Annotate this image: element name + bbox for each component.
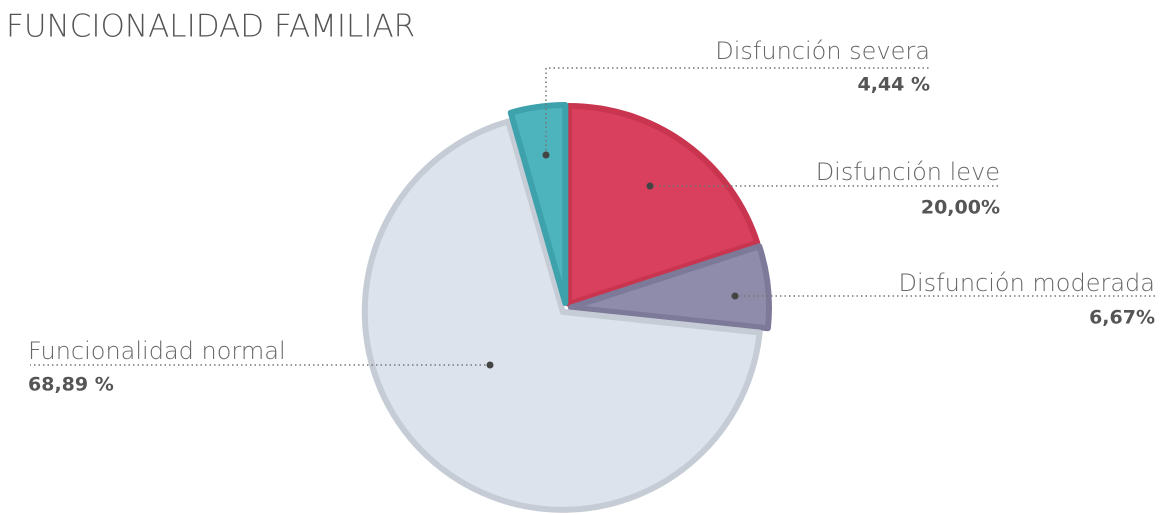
pie-slice	[361, 118, 763, 513]
leader-line	[545, 67, 930, 155]
chart-title: FUNCIONALIDAD FAMILIAR	[6, 9, 415, 45]
slice-value: 6,67%	[1089, 307, 1155, 329]
leader-dot	[486, 361, 494, 369]
leader-dot	[542, 151, 550, 159]
pie-slice	[565, 102, 761, 307]
slice-value: 20,00%	[921, 197, 1000, 219]
leader-dot	[646, 182, 654, 190]
pie-slice	[567, 243, 772, 332]
slice-value: 68,89 %	[28, 374, 114, 396]
slice-label: Disfunción moderada	[899, 269, 1156, 297]
pie-slice	[507, 102, 569, 307]
slice-value: 4,44 %	[857, 74, 930, 96]
slice-label: Disfunción severa	[715, 37, 930, 65]
leader-dot	[731, 292, 739, 300]
slice-label: Funcionalidad normal	[28, 337, 286, 365]
slice-label: Disfunción leve	[816, 158, 1000, 186]
